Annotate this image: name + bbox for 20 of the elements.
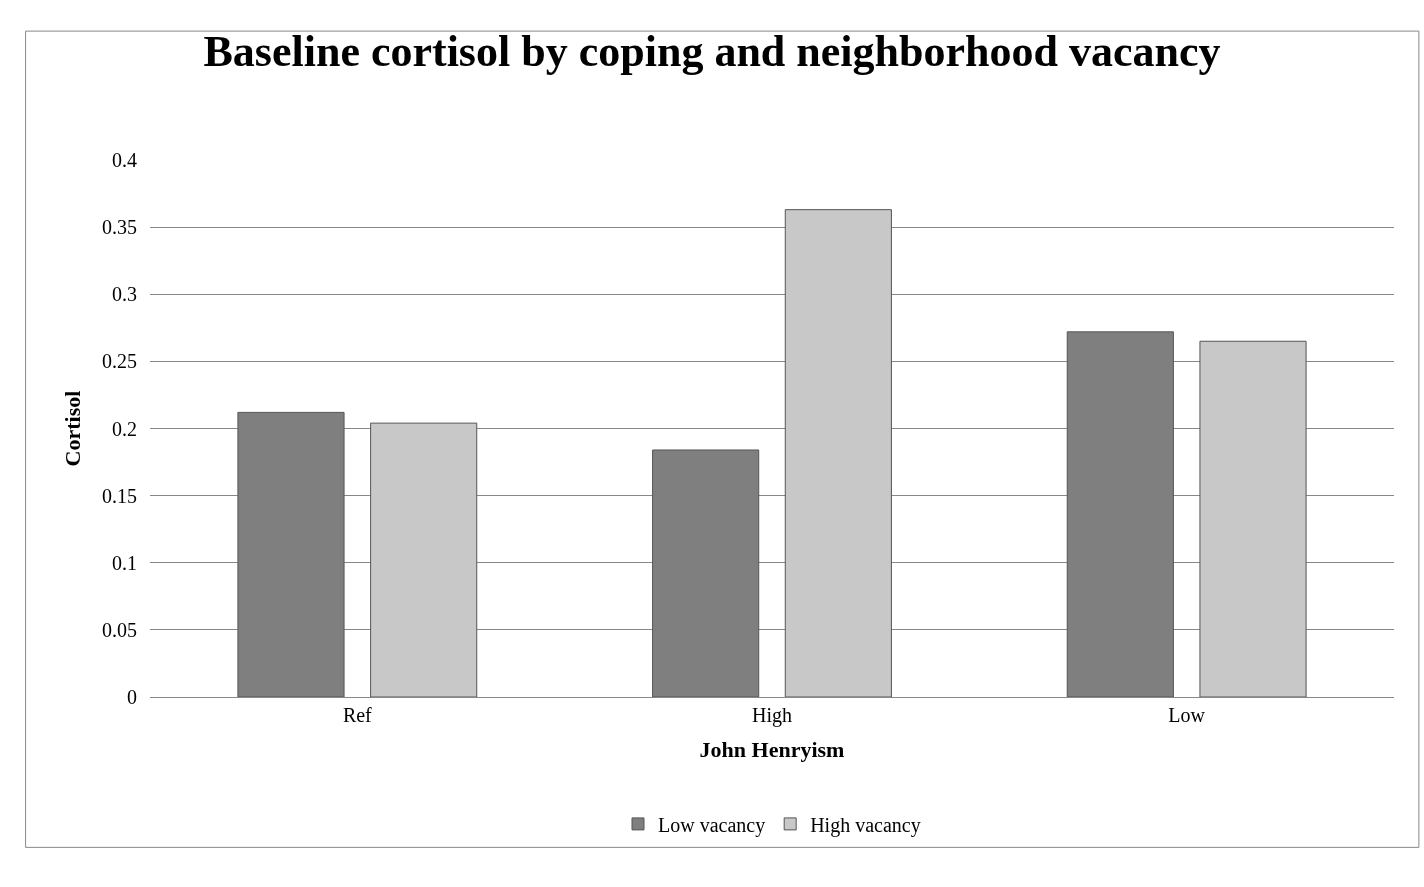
x-axis-title: John Henryism — [699, 736, 845, 762]
bar — [370, 422, 478, 697]
x-tick-label: High — [752, 704, 792, 727]
y-tick-label: 0.25 — [102, 350, 137, 373]
y-axis-title: Cortisol — [59, 390, 85, 467]
bar — [1199, 340, 1307, 697]
y-tick-label: 0.3 — [112, 283, 137, 306]
legend-label: High vacancy — [810, 813, 921, 837]
y-tick-label: 0.2 — [112, 417, 137, 440]
y-tick-label: 0.15 — [102, 484, 137, 507]
legend-label: Low vacancy — [658, 813, 766, 837]
y-tick-label: 0.4 — [112, 149, 137, 171]
y-tick-label: 0.35 — [102, 216, 137, 239]
x-tick-label: Ref — [342, 704, 373, 726]
y-tick-label: 0 — [127, 686, 137, 708]
y-tick-label: 0.05 — [102, 618, 137, 641]
y-tick-label: 0.1 — [112, 551, 137, 574]
x-tick-label: Low — [1168, 704, 1206, 726]
bar — [784, 209, 892, 697]
chart-title: Baseline cortisol by coping and neighborhood vacancy — [203, 27, 1221, 77]
